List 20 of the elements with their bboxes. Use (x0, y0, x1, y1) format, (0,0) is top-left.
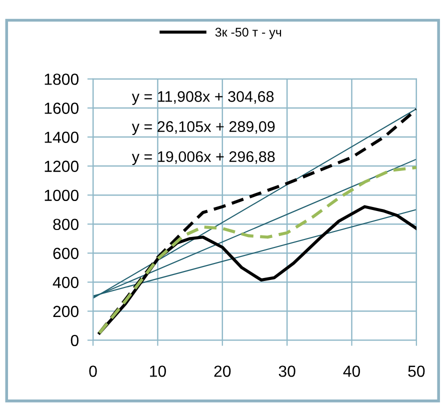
y-tick-label: 1600 (44, 102, 79, 114)
y-tick-label: 1000 (44, 190, 79, 202)
annotation: y = 19,006x + 296,88 (132, 151, 275, 166)
x-tick-label: 50 (408, 366, 425, 377)
y-tick-label: 800 (53, 218, 79, 230)
x-tick-label: 10 (150, 366, 166, 377)
y-tick-label: 1200 (44, 160, 79, 172)
x-tick-label: 20 (214, 366, 231, 377)
annotation: y = 11,908x + 304,68 (132, 91, 274, 105)
y-tick-label: 1800 (44, 74, 79, 85)
annotation: y = 26,105x + 289,09 (132, 121, 275, 136)
y-tick-label: 400 (52, 276, 79, 288)
y-tick-label: 600 (53, 248, 79, 260)
x-tick-label: 30 (278, 366, 296, 377)
x-tick-label: 40 (343, 366, 360, 377)
y-tick-label: 0 (70, 334, 79, 346)
y-tick-label: 1400 (44, 132, 79, 143)
x-tick-label: 0 (89, 366, 97, 377)
legend-label: 3к -50 т - уч (215, 28, 282, 40)
y-tick-label: 200 (53, 306, 79, 318)
